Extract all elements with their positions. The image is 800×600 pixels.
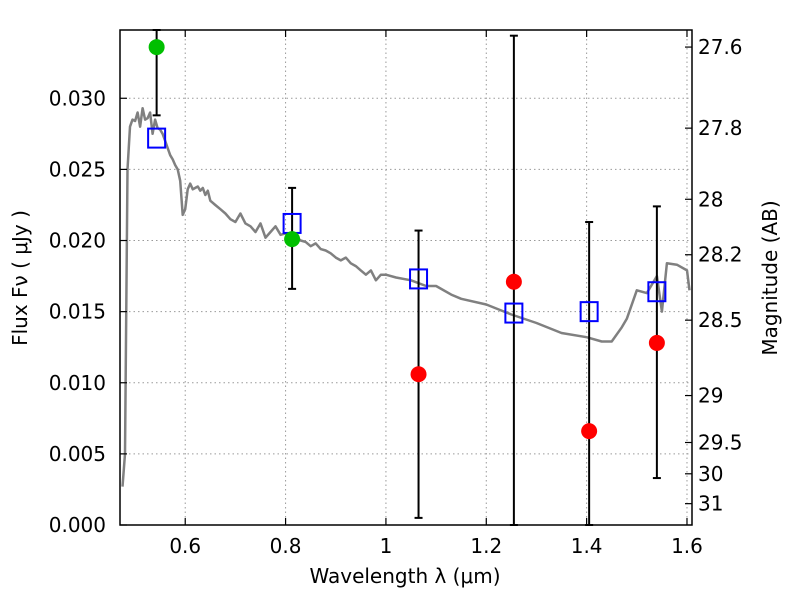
detection-point bbox=[148, 39, 165, 56]
right-tick-label: 29 bbox=[698, 384, 723, 408]
x-tick-label: 0.8 bbox=[270, 534, 302, 558]
y-axis-label: Flux Fν ( μJy ) bbox=[8, 210, 32, 346]
right-tick-label: 28.5 bbox=[698, 308, 743, 332]
right-tick-label: 29.5 bbox=[698, 431, 743, 455]
x-axis-label: Wavelength λ (μm) bbox=[309, 564, 500, 588]
right-tick-label: 27.8 bbox=[698, 116, 743, 140]
right-tick-label: 28.2 bbox=[698, 243, 743, 267]
model-square-point bbox=[409, 268, 429, 290]
measurement-point bbox=[505, 273, 522, 290]
model-square-point bbox=[504, 302, 524, 324]
plot-frame bbox=[119, 29, 693, 526]
measurement-point bbox=[410, 366, 427, 383]
right-tick-label: 30 bbox=[698, 462, 723, 486]
detection-point bbox=[284, 231, 301, 248]
measurement-point bbox=[581, 423, 598, 440]
spectrum-line bbox=[121, 106, 691, 487]
y-tick-label: 0.025 bbox=[49, 157, 106, 181]
right-tick-label: 27.6 bbox=[698, 35, 743, 59]
model-square-point bbox=[147, 127, 167, 149]
y-tick-label: 0.020 bbox=[49, 229, 106, 253]
right-tick-label: 28 bbox=[698, 187, 723, 211]
x-tick-label: 1.2 bbox=[470, 534, 502, 558]
y-tick-label: 0.010 bbox=[49, 371, 106, 395]
errorbar-layer bbox=[152, 29, 661, 526]
y-tick-label: 0.015 bbox=[49, 300, 106, 324]
x-tick-label: 1.4 bbox=[571, 534, 603, 558]
grid-layer bbox=[120, 30, 692, 526]
y-tick-label: 0.030 bbox=[49, 86, 106, 110]
y-tick-label: 0.000 bbox=[49, 513, 106, 537]
spectrum-layer bbox=[121, 106, 691, 487]
x-tick-label: 1 bbox=[380, 534, 393, 558]
right-tick-label: 31 bbox=[698, 492, 723, 516]
measurement-point bbox=[648, 334, 665, 351]
model-square-point bbox=[647, 281, 667, 303]
x-tick-label: 1.6 bbox=[671, 534, 703, 558]
tick-layer: 0.6 0.8 1 1.2 1.4 1.6 0.000 0.005 0.010 0.015 0.02… bbox=[49, 30, 743, 558]
model-square-point bbox=[579, 301, 599, 323]
right-axis-label: Magnitude (AB) bbox=[758, 200, 782, 355]
marker-layer bbox=[147, 39, 667, 440]
x-tick-label: 0.6 bbox=[169, 534, 201, 558]
y-tick-label: 0.005 bbox=[49, 442, 106, 466]
